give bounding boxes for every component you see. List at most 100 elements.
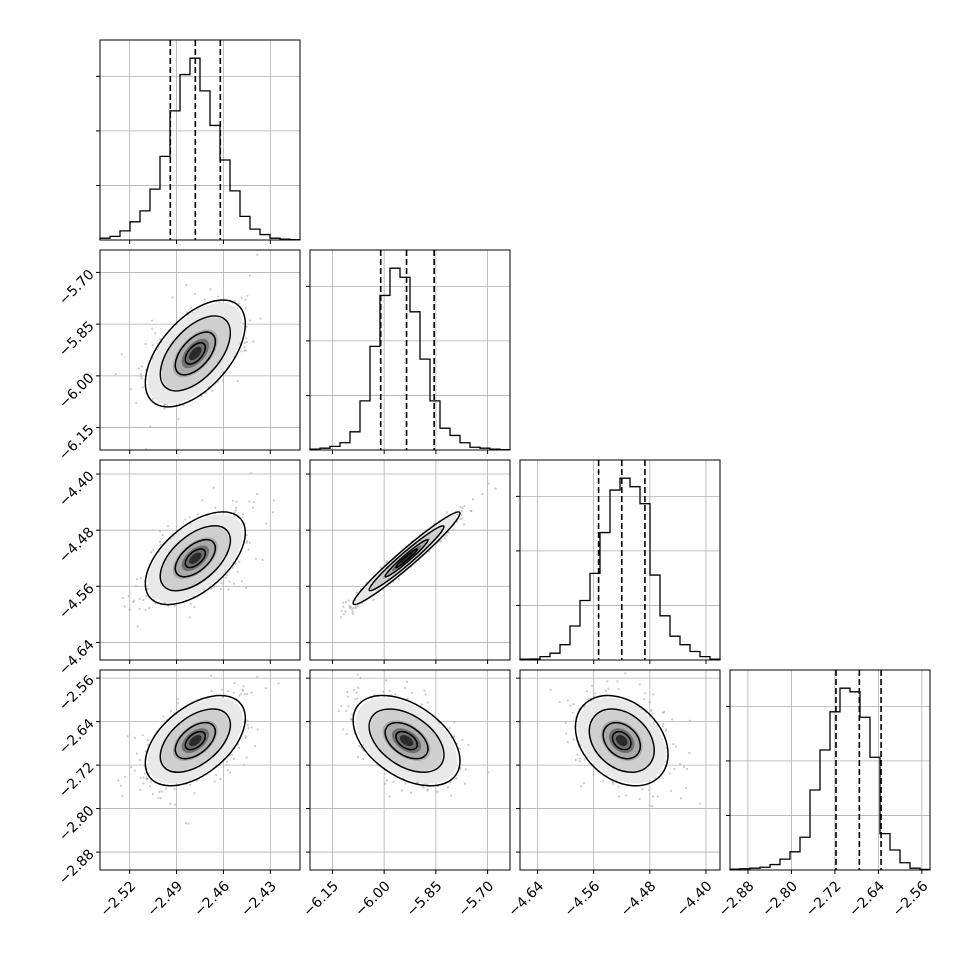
panel-2-0-point-452 [244,586,248,589]
panel-3-2-point-307 [578,757,582,760]
panel-2-0-point-451 [248,541,251,544]
panel-2-0-point-281 [236,570,239,573]
panel-3-1-contour-2 [384,721,429,760]
panel-3-1-point-230 [461,738,464,742]
panel-2-1-point-29 [348,605,351,608]
panel-3-0-point-296 [231,753,234,756]
panel-3-1-point-444 [358,745,361,748]
panel-3-2-point-139 [583,758,586,761]
panel-2-0-point-450 [232,582,236,585]
panel-3-0-point-281 [245,756,248,759]
panel-3-2-point-215 [585,690,589,693]
panel-3-2-point-196 [601,780,604,783]
panel-2-1-point-55 [351,610,354,614]
panel-3-2-point-427 [668,772,671,775]
panel-2-1-contour-3 [395,548,418,569]
panel-1-0-point-400 [245,325,248,328]
panel-2-1-point-217 [379,566,382,569]
panel-0-0-frame [99,39,301,241]
panel-2-0-point-235 [252,506,255,509]
panel-2-2-frame [519,459,721,661]
panel-1-0-point-407 [130,388,133,391]
panel-1-0-point-119 [135,402,138,405]
panel-3-1-point-481 [464,768,467,771]
panel-3-2-point-302 [558,700,561,704]
panel-1-0-point-269 [217,295,220,298]
panel-3-2-point-426 [662,723,665,726]
panel-3-0-point-38 [241,688,244,691]
panel-3-1-point-277 [406,680,409,684]
panel-2-0-point-193 [271,511,274,514]
panel-1-0-point-186 [120,353,123,356]
panel-2-1-point-37 [488,482,491,485]
panel-2-1-point-335 [463,504,466,508]
panel-2-1-point-499 [347,599,350,602]
panel-3-2-point-33 [612,782,615,785]
panel-1-0-point-312 [243,341,246,345]
panel-1-0-point-347 [211,389,214,392]
panel-2-0-point-199 [161,533,164,537]
panel-3-1-point-108 [459,768,462,771]
panel-3-2-contour-0 [574,694,669,787]
panel-2-0-point-303 [256,492,259,495]
panel-3-0-point-317 [210,690,213,693]
panel-2-1-point-53 [443,537,446,540]
panel-3-2-point-270 [549,688,552,692]
panel-3-1-point-84 [345,709,348,713]
panel-3-0-contour-3 [184,730,207,751]
panel-1-1-frame [309,249,511,451]
panel-3-0-point-381 [173,788,176,791]
panel-3-2-point-126 [576,753,579,756]
panel-3-0-point-404 [133,736,136,740]
panel-2-0-point-271 [196,513,199,516]
panel-3-0-point-122 [238,746,241,750]
x-tick-label-3-3: −2.64 [846,878,888,920]
panel-2-1-point-81 [470,510,473,513]
density-layer [147,302,666,784]
x-tick-label-2-0: −4.64 [506,878,548,920]
panel-2-1-point-185 [461,517,464,520]
panel-1-0-point-253 [144,342,147,346]
y-tick-label-3-4: −2.56 [56,672,98,714]
panel-3-0-point-26 [117,779,120,782]
panel-3-0-point-289 [176,697,180,701]
panel-3-2-point-78 [684,786,688,790]
panel-1-0-point-276 [243,346,246,349]
panel-2-1-point-250 [445,534,448,537]
panel-2-1-point-78 [469,509,472,512]
panel-2-0-point-204 [136,625,139,628]
panel-2-1-point-183 [457,513,460,516]
panel-3-2-point-286 [606,680,609,683]
panel-3-0-point-250 [159,797,162,800]
panel-1-0-point-168 [159,337,162,340]
panel-3-2-point-486 [617,785,620,788]
panel-1-0-contour-1 [159,315,232,392]
panel-3-0-point-462 [139,788,142,792]
panel-1-0-point-335 [240,350,243,353]
panel-2-0-point-366 [238,560,241,563]
panel-3-1-point-163 [400,789,403,792]
panel-1-0-point-239 [151,319,154,322]
panel-3-1-point-413 [388,689,391,692]
panel-3-0-point-171 [143,772,146,775]
panel-2-0-point-152 [248,500,251,503]
x-tick-label-2-1: −4.56 [562,878,604,920]
panel-2-1-point-45 [462,523,466,526]
panel-3-0-point-406 [148,785,151,788]
panel-2-1-point-137 [352,607,355,610]
panel-3-0-point-486 [146,778,149,781]
panel-3-2-point-398 [685,767,689,771]
panel-2-1-contour-1 [368,525,445,592]
y-tick-label-2-2: −4.48 [56,525,98,567]
panel-3-2-point-484 [673,768,676,771]
panel-3-2-point-409 [683,765,686,769]
panel-3-0-point-496 [242,685,245,688]
panel-1-0-point-296 [240,296,243,299]
panel-2-0-contour-2 [174,538,217,578]
panel-2-1-point-406 [344,610,347,613]
panel-2-1-point-9 [356,604,359,608]
panel-1-0-contour-0 [144,299,247,408]
y-tick-label-3-3: −2.64 [56,716,98,758]
panel-2-1-point-109 [385,561,388,564]
panel-3-0-point-329 [247,726,250,730]
